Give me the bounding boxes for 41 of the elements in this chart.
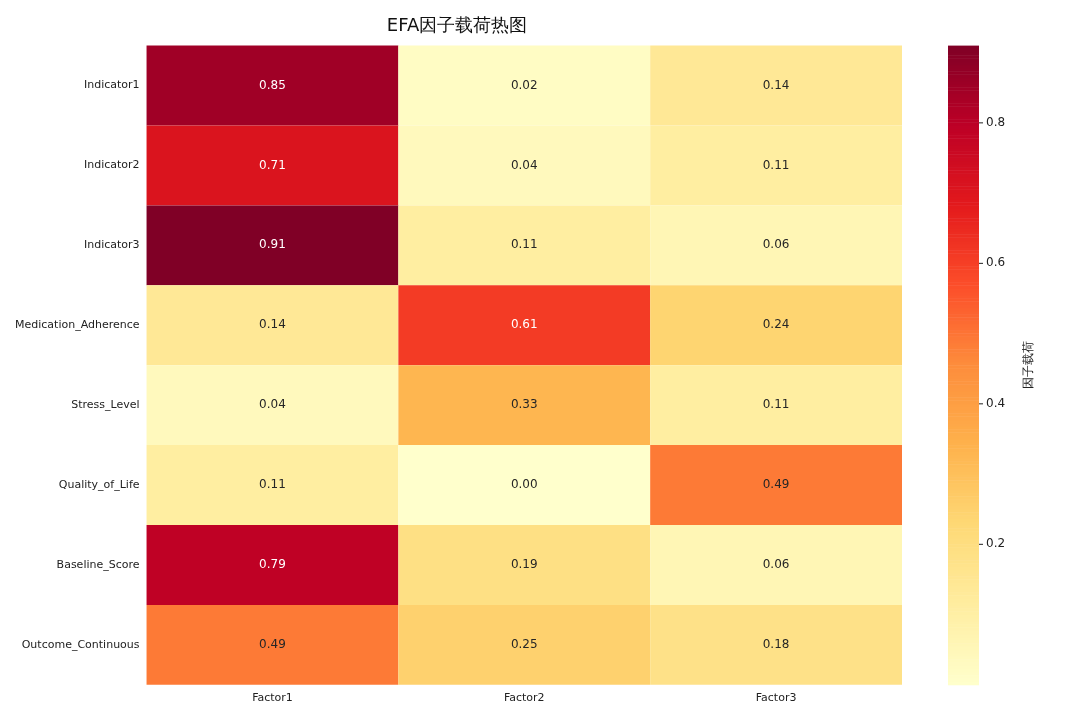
data-label: 0.49 [762,477,790,492]
y-tick-label: Indicator1 [83,78,140,92]
data-label: 0.11 [762,397,790,412]
data-label: 0.25 [510,636,538,651]
data-label: 0.91 [259,237,286,252]
y-tick-label: Stress_Level [71,398,140,412]
data-label: 0.79 [259,557,286,572]
data-label: 0.71 [259,157,286,172]
y-tick-label: Quality_of_Life [58,477,140,491]
color-bar-label: 0.2 [986,536,1006,551]
data-label: 0.02 [510,77,538,92]
data-label: 0.18 [762,636,790,651]
data-label: 0.04 [259,397,286,412]
data-label: 0.11 [510,237,538,252]
data-label: 0.14 [762,77,790,92]
x-tick-label: Factor1 [252,691,293,705]
x-tick-label: Factor2 [503,691,545,705]
data-label: 0.49 [259,636,286,651]
data-label: 0.00 [510,477,538,492]
chart-title: EFA因子载荷热图 [386,14,528,36]
data-label: 0.61 [510,317,538,332]
data-label: 0.24 [762,317,790,332]
data-label: 0.19 [510,557,538,572]
data-label: 0.14 [259,317,286,332]
data-label: 0.04 [510,157,538,172]
color-bar-label: 0.6 [986,255,1006,270]
y-tick-label: Indicator3 [83,238,140,252]
color-bar-title: 因子载荷 [1021,341,1036,390]
data-label: 0.33 [510,397,538,412]
data-label: 0.85 [259,77,286,92]
color-bar-label: 0.8 [986,114,1006,129]
color-bar-label: 0.4 [986,395,1006,410]
data-label: 0.11 [762,157,790,172]
y-tick-label: Medication_Adherence [15,318,140,332]
data-label: 0.06 [762,557,790,572]
data-label: 0.06 [762,237,790,252]
y-tick-label: Baseline_Score [56,557,140,571]
data-label: 0.11 [259,477,286,492]
y-tick-label: Indicator2 [83,158,140,172]
y-tick-label: Outcome_Continuous [21,637,140,651]
x-tick-label: Factor3 [755,691,797,705]
